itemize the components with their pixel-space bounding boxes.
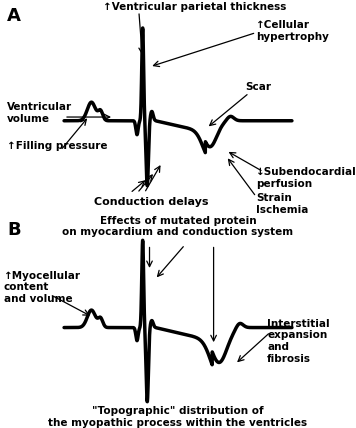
Text: Conduction delays: Conduction delays [94,197,209,207]
Text: ↑Myocellular
content
and volume: ↑Myocellular content and volume [4,271,80,304]
Text: ↑Filling pressure: ↑Filling pressure [7,141,108,151]
Text: ↑Ventricular parietal thickness: ↑Ventricular parietal thickness [103,2,287,12]
Text: ↑Cellular
hypertrophy: ↑Cellular hypertrophy [256,21,329,42]
Text: Effects of mutated protein
on myocardium and conduction system: Effects of mutated protein on myocardium… [62,216,294,238]
Text: "Topographic" distribution of
the myopathic process within the ventricles: "Topographic" distribution of the myopat… [48,406,308,428]
Text: B: B [7,221,21,239]
Text: Scar: Scar [246,82,272,92]
Text: Strain
Ischemia: Strain Ischemia [256,193,309,215]
Text: A: A [7,7,21,25]
Text: ↓Subendocardial
perfusion: ↓Subendocardial perfusion [256,167,356,189]
Text: Interstitial
expansion
and
fibrosis: Interstitial expansion and fibrosis [267,319,330,364]
Text: Ventricular
volume: Ventricular volume [7,102,72,124]
